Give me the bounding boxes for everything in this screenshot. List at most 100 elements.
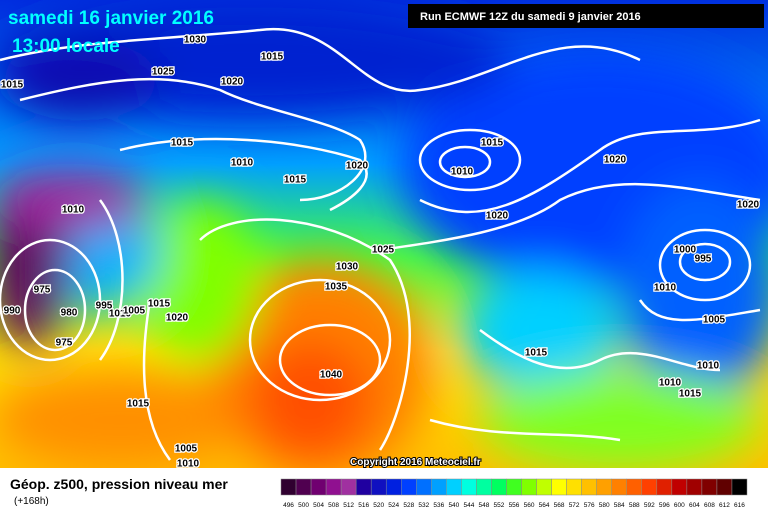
- isobar-label: 1040: [320, 370, 343, 381]
- isobar-label: 1010: [659, 378, 682, 389]
- scale-label: 568: [554, 502, 565, 509]
- scale-label: 540: [448, 502, 459, 509]
- lead-time: (+168h): [14, 496, 49, 507]
- scale-swatch: [536, 478, 552, 496]
- scale-swatch: [701, 478, 718, 496]
- isobar-label: 1010: [231, 158, 254, 169]
- date: samedi 16 janvier 2016: [8, 8, 214, 29]
- isobar-label: 1020: [221, 77, 244, 88]
- scale-label: 552: [494, 502, 505, 509]
- scale-swatch: [566, 478, 582, 496]
- scale-label: 548: [479, 502, 490, 509]
- scale-label: 528: [403, 502, 414, 509]
- scale-label: 572: [569, 502, 580, 509]
- scale-label: 584: [614, 502, 625, 509]
- scale-label: 564: [539, 502, 550, 509]
- scale-label: 596: [659, 502, 670, 509]
- isobar-label: 1020: [346, 161, 369, 172]
- scale-label: 612: [719, 502, 730, 509]
- scale-label: 560: [524, 502, 535, 509]
- isobar-label: 1020: [486, 211, 509, 222]
- scale-label: 604: [689, 502, 700, 509]
- isobar-label: 1005: [175, 444, 198, 455]
- scale-label: 520: [373, 502, 384, 509]
- scale-label: 544: [463, 502, 474, 509]
- isobar-lines: [0, 27, 761, 461]
- isobar-label: 1015: [284, 175, 307, 186]
- scale-swatch: [596, 478, 612, 496]
- isobar-label: 1010: [451, 167, 474, 178]
- scale-swatch: [641, 478, 658, 496]
- scale-label: 576: [584, 502, 595, 509]
- isobar-label: 1015: [679, 389, 702, 400]
- scale-label: 556: [509, 502, 520, 509]
- scale-swatch: [416, 478, 432, 496]
- isobar-label: 1015: [127, 399, 150, 410]
- isobar-label: 1015: [525, 348, 548, 359]
- isobar-label: 975: [34, 285, 51, 296]
- color-scale: 496 500 504 508 512 516 520 524 528 532 536 540 544 5…: [280, 478, 748, 509]
- isobar-label: 990: [4, 306, 21, 317]
- scale-swatch: [446, 478, 462, 496]
- copyright: Copyright 2016 Meteociel.fr: [350, 457, 481, 468]
- scale-label: 500: [298, 502, 309, 509]
- scale-swatch: [581, 478, 597, 496]
- scale-label: 508: [328, 502, 339, 509]
- scale-swatch: [716, 478, 733, 496]
- isobar-label: 1030: [336, 262, 359, 273]
- isobar-label: 1010: [62, 205, 85, 216]
- time: 13:00 locale: [12, 36, 120, 57]
- isobar-label: 1025: [152, 67, 175, 78]
- isobar-label: 1015: [481, 138, 504, 149]
- scale-label: 504: [313, 502, 324, 509]
- scale-swatch: [385, 478, 402, 496]
- isobar-labels: 1030 1015 1025 1020 1015 1015 1010 1015 …: [0, 33, 761, 471]
- scale-swatch: [310, 478, 327, 496]
- isobar-label: 1030: [184, 35, 207, 46]
- scale-swatch: [431, 478, 447, 496]
- scale-swatch: [476, 478, 492, 496]
- scale-swatch: [731, 478, 748, 496]
- scale-swatch: [611, 478, 627, 496]
- scale-swatch: [551, 478, 567, 496]
- isobar-label: 1025: [372, 245, 395, 256]
- isobar-label: 1035: [325, 282, 348, 293]
- scale-swatch: [280, 478, 297, 496]
- scale-swatch: [325, 478, 342, 496]
- scale-swatch: [521, 478, 537, 496]
- scale-label: 532: [418, 502, 429, 509]
- isobar-label: 1020: [166, 313, 189, 324]
- isobar-label: 980: [61, 308, 78, 319]
- isobar-label: 1020: [737, 200, 760, 211]
- scale-label: 512: [343, 502, 354, 509]
- scale-swatch: [626, 478, 643, 496]
- run-box: [408, 4, 764, 28]
- scale-label: 616: [734, 502, 745, 509]
- scale-label: 580: [599, 502, 610, 509]
- scale-swatch: [656, 478, 673, 496]
- scale-swatch: [461, 478, 477, 496]
- isobar-label: 1015: [1, 80, 24, 91]
- isobar-label: 995: [96, 301, 113, 312]
- isobar-label: 1010: [697, 361, 720, 372]
- scale-swatch: [295, 478, 312, 496]
- scale-swatch: [491, 478, 507, 496]
- isobar-label: 1000: [674, 245, 697, 256]
- scale-label: 536: [433, 502, 444, 509]
- scale-swatch: [340, 478, 357, 496]
- scale-label: 516: [358, 502, 369, 509]
- isobar-label: 1010: [109, 309, 132, 320]
- isobar-label: 1010: [654, 283, 677, 294]
- scale-swatch: [355, 478, 372, 496]
- isobar-label: 995: [695, 254, 712, 265]
- isobar-label: 1015: [261, 52, 284, 63]
- scale-swatch: [671, 478, 688, 496]
- isobar-label: 1005: [123, 306, 146, 317]
- scale-swatch: [686, 478, 703, 496]
- scale-swatch: [506, 478, 522, 496]
- scale-label: 496: [283, 502, 294, 509]
- scale-label: 588: [629, 502, 640, 509]
- scale-swatch: [401, 478, 417, 496]
